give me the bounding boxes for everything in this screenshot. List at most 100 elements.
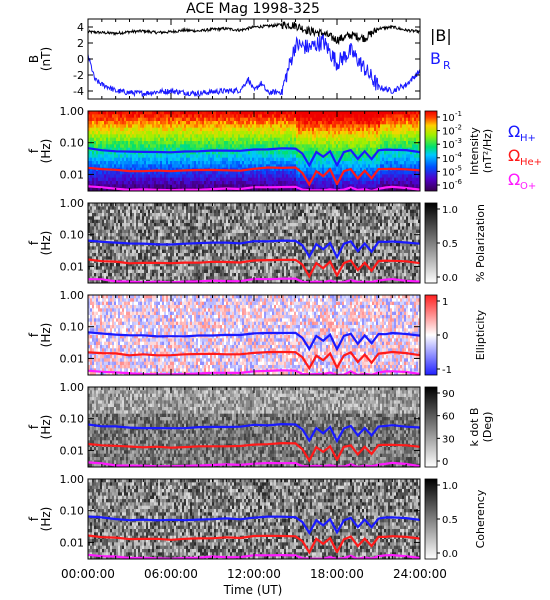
- y-axis-label-ellipticity: f(Hz): [27, 323, 53, 348]
- panel-mag: B(nT)420-2-4|B|B R: [27, 18, 452, 100]
- plot-area-kdotb: [88, 387, 420, 467]
- colorbar-tick-label: 10: [442, 140, 455, 151]
- gyrofrequency-line-he-plus: [88, 441, 420, 463]
- y-tick-label: 0.10: [60, 505, 85, 518]
- series-line-b-total: [88, 21, 420, 46]
- panel-ellipticity: f(Hz) 1.00 0.10 0.01 1 0 -1 Ellipticity: [27, 289, 487, 376]
- y-axis-label-line: B: [27, 55, 41, 63]
- colorbar-tick-label: 1: [442, 297, 448, 308]
- y-tick-label: 0: [77, 53, 84, 66]
- legend-omega-symbol: Ω: [508, 146, 520, 165]
- y-tick-label: -4: [73, 85, 84, 98]
- colorbar-label: (nT²/Hz): [481, 129, 494, 173]
- panel-kdotb: f(Hz) 1.00 0.10 0.01 90 60 30 0 k dot B (Deg): [27, 381, 494, 468]
- series-line-b-r: [88, 34, 420, 98]
- y-axis-label-polarization: f(Hz): [27, 231, 53, 256]
- colorbar-tick-label: 10: [442, 127, 455, 138]
- colorbar-label: Coherency: [474, 489, 487, 548]
- colorbar-label: % Polarization: [474, 204, 487, 282]
- y-axis-label-line: (Hz): [39, 507, 53, 532]
- y-tick-label: 0.01: [60, 352, 85, 365]
- y-tick-label: 1.00: [60, 473, 85, 486]
- y-tick-label: 1.00: [60, 289, 85, 302]
- heatmap-cells-polarization: [88, 203, 420, 283]
- colorbar-tick-exponent: -6: [455, 178, 463, 186]
- y-axis-label-mag: B(nT): [27, 47, 53, 71]
- y-axis-label-line: (Hz): [39, 231, 53, 256]
- legend-omega-symbol: Ω: [508, 122, 520, 141]
- colorbar-polarization: 1.0 0.5 0.0 % Polarization: [424, 202, 487, 284]
- gyrofrequency-line-h-plus: [88, 515, 420, 536]
- colorbar-tick-label: 1.0: [442, 205, 458, 216]
- y-axis-label-line: (Hz): [39, 323, 53, 348]
- y-axis-label-line: f: [27, 332, 41, 337]
- colorbar-tick-label: 0.0: [442, 549, 458, 560]
- colorbar-tick-label: 10: [442, 167, 455, 178]
- x-tick-labels: 00:00:00 06:00:00 12:00:00 18:00:00 24:00:00: [61, 567, 447, 581]
- y-axis-label-kdotb: f(Hz): [27, 415, 53, 440]
- y-axis-label-line: f: [27, 516, 41, 521]
- y-axis-label-line: (Hz): [39, 139, 53, 164]
- y-tick-label: 0.01: [60, 168, 85, 181]
- gyrofrequency-line-he-plus: [88, 350, 420, 371]
- y-axis-label-line: f: [27, 148, 41, 153]
- y-tick-label: 0.10: [60, 229, 85, 242]
- colorbar-tick-exponent: -2: [455, 124, 462, 132]
- colorbar-label: Intensity: [468, 127, 481, 175]
- y-tick-label: 2: [77, 37, 84, 50]
- legend-omega-subscript: O+: [520, 181, 536, 192]
- colorbar-coherency: 1.0 0.5 0.0 Coherency: [424, 478, 487, 560]
- y-axis-label-line: (Hz): [39, 415, 53, 440]
- y-tick-label: 4: [77, 21, 84, 34]
- gyrofrequency-line-he-plus: [88, 258, 420, 279]
- colorbar-tick-exponent: -5: [455, 164, 462, 172]
- legend-omega-subscript: He+: [520, 157, 542, 168]
- x-axis: 00:00:00 06:00:00 12:00:00 18:00:00 24:00:00…: [61, 567, 447, 597]
- y-tick-label: 1.00: [60, 197, 85, 210]
- gyrofrequency-line-o-plus: [88, 461, 420, 467]
- x-tick-label: 00:00:00: [61, 567, 115, 581]
- colorbar-tick-label: 0: [442, 331, 448, 342]
- colorbar-tick-exponent: -1: [455, 110, 462, 118]
- heatmap-cells-coherency: [88, 479, 420, 559]
- plot-area-ellipticity: [88, 295, 420, 375]
- y-tick-label: 0.01: [60, 260, 85, 273]
- legend-omega-subscript: H+: [520, 133, 536, 144]
- gyrofrequency-line-h-plus: [88, 147, 420, 168]
- gyrofrequency-line-o-plus: [88, 277, 420, 283]
- y-tick-label: -2: [73, 69, 84, 82]
- y-tick-label: 0.01: [60, 444, 85, 457]
- plot-area-polarization: [88, 203, 420, 283]
- figure-title: ACE Mag 1998-325: [186, 1, 320, 17]
- x-tick-label: 24:00:00: [393, 567, 447, 581]
- legend-item-b-r-sub: R: [443, 59, 451, 72]
- y-tick-label: 0.10: [60, 413, 85, 426]
- colorbar-tick-label: 10: [442, 113, 455, 124]
- legend-item-b-total: |B|: [430, 26, 452, 45]
- colorbar-label: Ellipticity: [474, 309, 487, 360]
- gyrofrequency-line-h-plus: [88, 239, 420, 260]
- colorbar-tick-exponent: -4: [455, 151, 463, 159]
- colorbar-tick-label: 10: [442, 181, 455, 192]
- x-tick-label: 06:00:00: [144, 567, 198, 581]
- y-tick-label: 1.00: [60, 381, 85, 394]
- legend-omega-symbol: Ω: [508, 170, 520, 189]
- colorbar-tick-label: 0.5: [442, 515, 458, 526]
- panel-coherency: f(Hz) 1.00 0.10 0.01 1.0 0.5 0.0 Coherency: [27, 473, 487, 560]
- colorbar-label: k dot B: [468, 408, 481, 447]
- gyrofrequency-line-h-plus: [88, 422, 420, 444]
- heatmap-cells-kdotb: [88, 387, 420, 467]
- colorbar-ellipticity: 1 0 -1 Ellipticity: [424, 294, 487, 376]
- y-axis-label-line: (nT): [39, 47, 53, 71]
- y-axis-label-coherency: f(Hz): [27, 507, 53, 532]
- colorbar-tick-exponent: -3: [455, 137, 462, 145]
- colorbar-tick-label: 30: [442, 434, 455, 445]
- y-tick-label: 1.00: [60, 105, 85, 118]
- heatmap-cells-intensity: [88, 111, 420, 191]
- legend-item-b-r: B: [430, 49, 441, 68]
- gyrofrequency-legend: Ω H+Ω He+Ω O+: [508, 122, 542, 192]
